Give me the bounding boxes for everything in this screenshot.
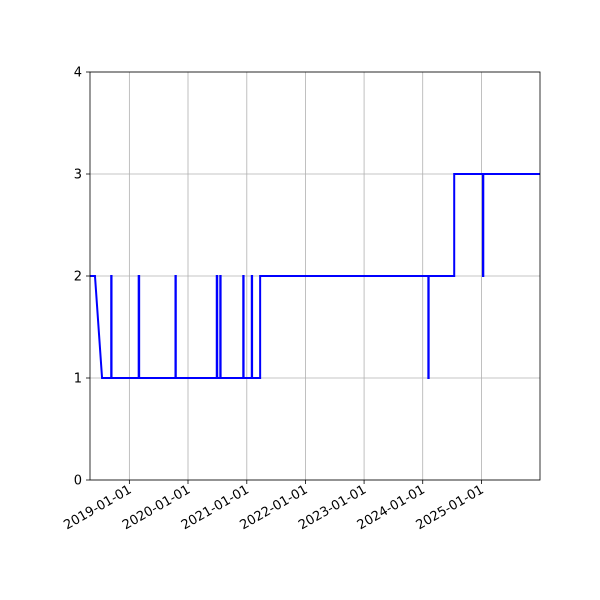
series-line-0: [90, 173, 540, 379]
series-group: [90, 173, 540, 379]
y-tick-label: 1: [74, 372, 82, 387]
y-axis: 0 1 2 3 4: [74, 66, 90, 489]
x-axis: 2019-01-012020-01-012021-01-012022-01-01…: [61, 480, 487, 533]
y-tick-label: 2: [74, 270, 82, 285]
y-tick-label: 3: [74, 168, 82, 183]
y-tick-label: 0: [74, 474, 82, 489]
y-tick-label: 4: [74, 66, 82, 81]
